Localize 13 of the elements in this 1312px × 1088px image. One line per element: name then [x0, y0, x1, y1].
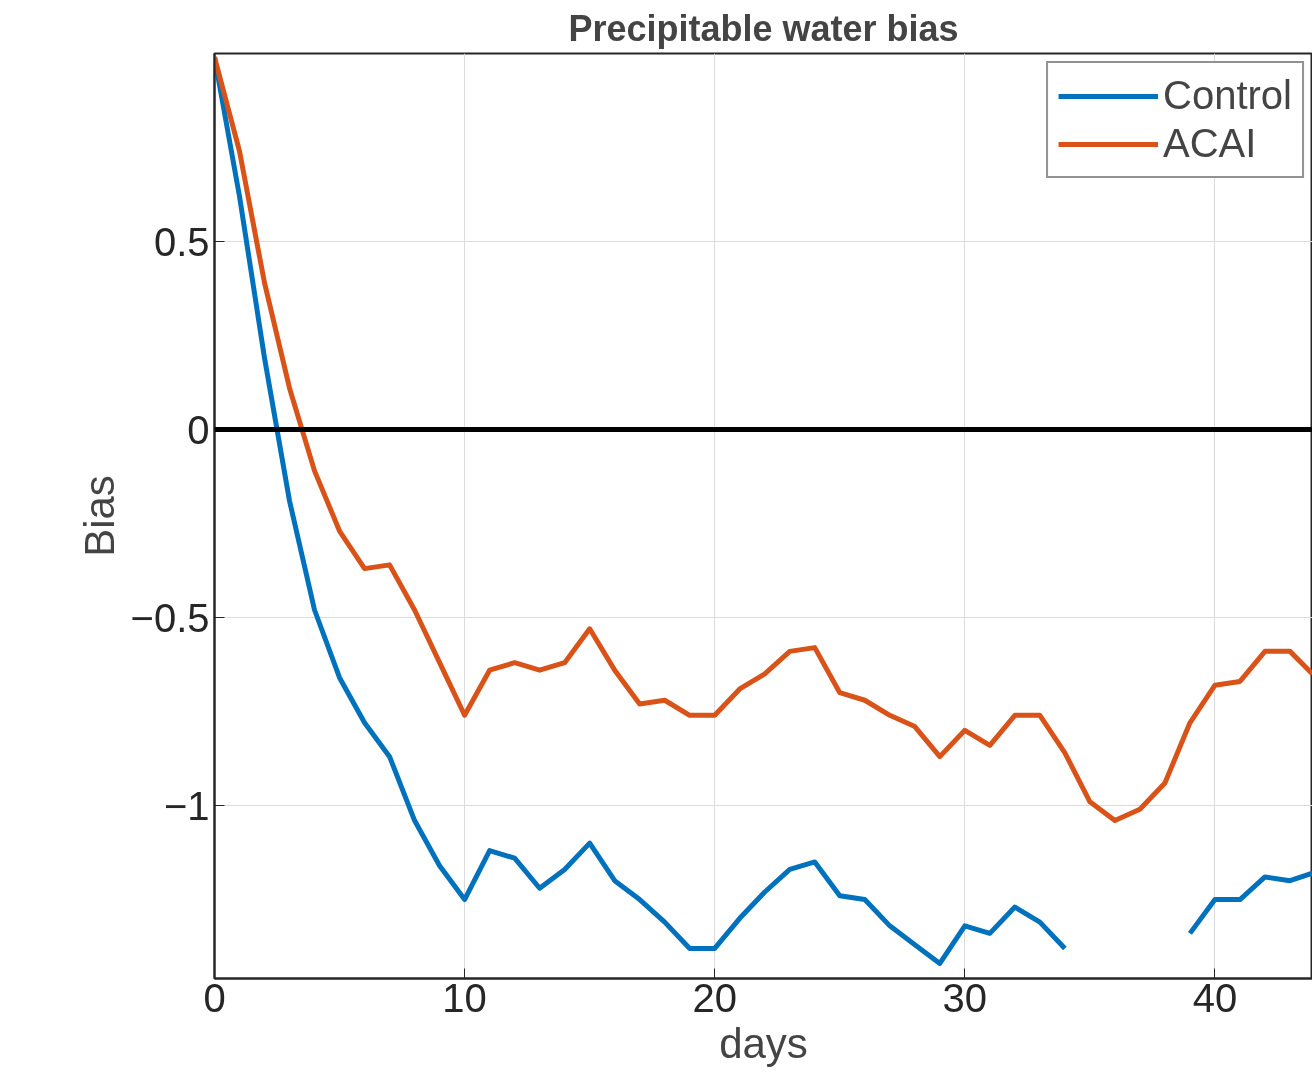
x-tick-label: 20: [692, 975, 737, 1020]
x-tick-label: 40: [1192, 975, 1238, 1020]
y-tick-label: 0.5: [153, 219, 210, 264]
legend-label: Control: [1163, 73, 1292, 118]
legend-label: ACAI: [1163, 121, 1257, 166]
x-tick-label: 10: [442, 975, 487, 1020]
y-tick-label: −0.5: [130, 595, 210, 640]
y-tick-label: −1: [163, 783, 210, 828]
chart-title: Precipitable water bias: [568, 7, 959, 49]
x-tick-label: 30: [942, 975, 988, 1020]
x-axis-title: days: [719, 1019, 808, 1067]
y-axis-title: Bias: [75, 475, 123, 557]
y-tick-label: 0: [187, 407, 210, 452]
